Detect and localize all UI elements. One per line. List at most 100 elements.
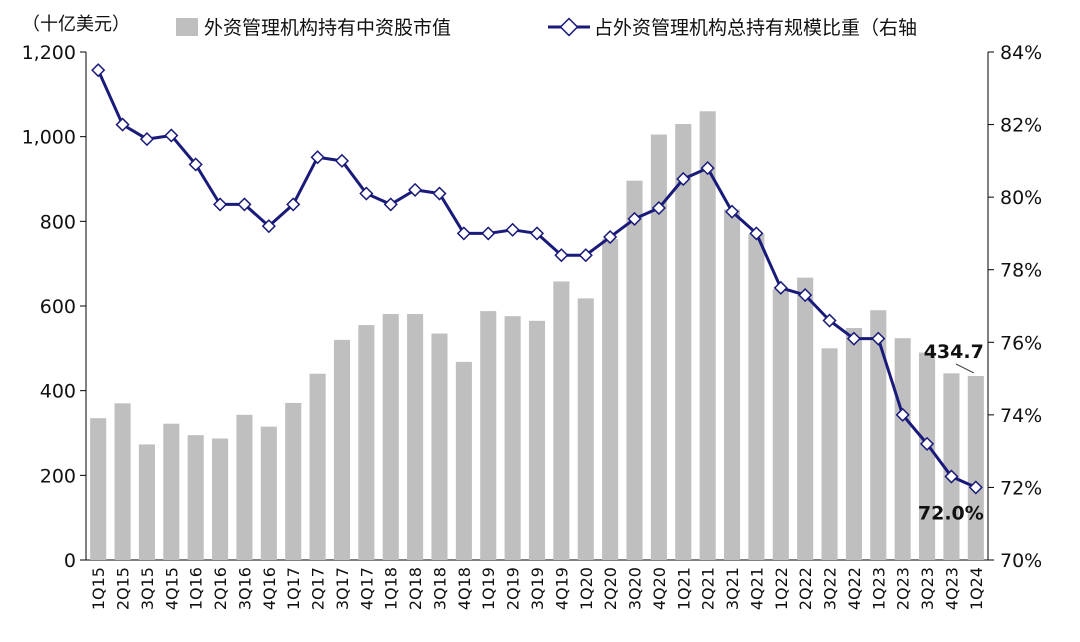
y-left-tick-label: 0 [64,550,76,572]
x-tick-label: 2Q17 [309,567,328,610]
line-point [456,226,471,241]
bar [821,348,838,560]
line-point [481,226,496,241]
y-right-tick-label: 74% [1000,405,1042,427]
x-tick-label: 2Q15 [114,567,133,610]
y-left-tick-label: 600 [40,296,76,318]
bar [772,289,789,560]
bar [260,426,277,560]
line-point [286,197,301,212]
y-left-tick-label: 800 [40,211,76,233]
line-point [188,157,203,172]
x-tick-label: 1Q19 [479,567,498,610]
line-point [554,248,569,263]
line-point [310,150,325,165]
line-point [237,197,252,212]
line-point [213,197,228,212]
last-bar-annotation-leader [955,363,975,374]
line-point [91,63,106,78]
bar [212,438,229,560]
bar [650,134,667,561]
x-tick-label: 3Q19 [528,567,547,610]
x-tick-label: 2Q20 [601,567,620,610]
bar [90,418,107,560]
bar [553,281,570,560]
y-left-ticks: 0 200 400 600 800 1,000 1,200 [22,42,86,572]
x-tick-label: 3Q15 [138,567,157,610]
x-tick-label: 1Q21 [674,567,693,610]
y-left-tick-label: 200 [40,465,76,487]
line-point [895,407,910,422]
x-tick-label: 3Q18 [430,567,449,610]
x-tick-label: 3Q20 [626,567,645,610]
bar [187,435,204,560]
bar [138,444,155,560]
x-tick-label: 2Q16 [211,567,230,610]
line-point [627,211,642,226]
bar [967,375,984,560]
bar [626,180,643,560]
y-right-tick-label: 84% [1000,42,1042,64]
x-tick-label: 4Q17 [357,567,376,610]
bar [114,403,131,560]
last-line-annotation: 72.0% [918,502,984,524]
x-tick-label: 4Q20 [650,567,669,610]
x-tick-label: 4Q19 [552,567,571,610]
line-point [798,288,813,303]
bar [699,111,716,561]
bar-series [90,111,984,561]
x-tick-label: 3Q21 [723,567,742,610]
y-right-tick-label: 70% [1000,550,1042,572]
y-right-tick-label: 72% [1000,477,1042,499]
x-tick-label: 4Q16 [260,567,279,610]
x-tick-label: 4Q18 [455,567,474,610]
y-right-ticks: 70% 72% 74% 76% 78% 80% 82% 84% [988,42,1042,572]
y-left-tick-label: 400 [40,381,76,403]
line-point [359,186,374,201]
legend-line-marker [559,17,579,37]
y-left-tick-label: 1,200 [22,42,76,64]
bar [797,277,814,560]
line-point [432,186,447,201]
bar [431,333,448,560]
bar [285,402,302,560]
line-point [822,313,837,328]
bar [577,298,594,560]
bar [480,311,497,560]
x-tick-label: 4Q22 [845,567,864,610]
x-tick-label: 1Q16 [187,567,206,610]
legend-line-label: 占外资管理机构总持有规模比重（右轴 [594,17,917,39]
legend: 外资管理机构持有中资股市值 占外资管理机构总持有规模比重（右轴 [176,17,917,39]
x-tick-label: 2Q18 [406,567,425,610]
line-point [578,248,593,263]
bar [943,373,960,560]
bar [407,314,424,560]
bar [358,325,375,560]
bar [602,239,619,560]
line-point [408,182,423,197]
y-left-tick-label: 1,000 [22,127,76,149]
y-right-tick-label: 76% [1000,332,1042,354]
x-tick-label: 3Q17 [333,567,352,610]
x-tick-label: 4Q21 [747,567,766,610]
line-point [383,197,398,212]
line-point [603,229,618,245]
line-point [529,226,545,241]
y-right-tick-label: 80% [1000,187,1042,209]
line-point [261,219,276,234]
bar [870,310,887,560]
last-bar-annotation: 434.7 [924,341,984,363]
y-right-tick-label: 78% [1000,260,1042,282]
x-tick-label: 1Q22 [772,567,791,610]
line-point [139,132,155,147]
line-series [91,63,983,495]
x-tick-label: 1Q24 [967,567,986,610]
x-tick-label: 1Q20 [577,567,596,610]
bar [236,414,253,560]
y-left-unit-label: （十亿美元） [22,14,130,35]
line-point [749,226,764,241]
line-point [676,171,691,187]
bar [309,373,326,560]
line-point [505,222,520,237]
